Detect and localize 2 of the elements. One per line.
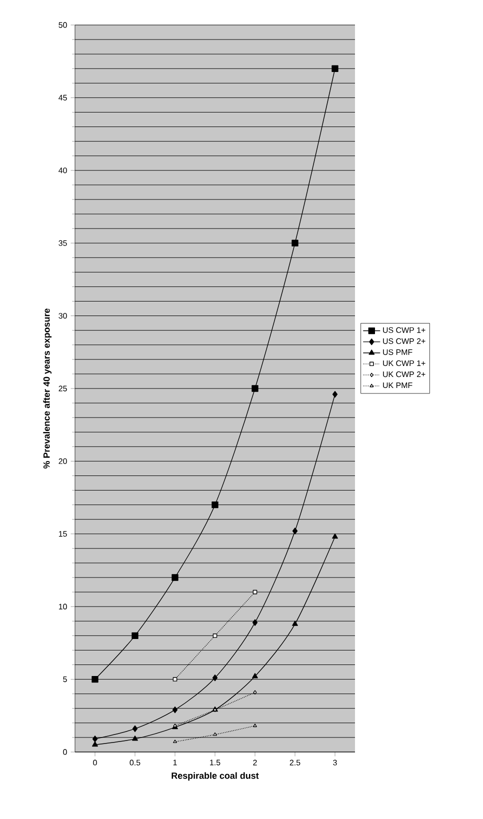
y-axis-title: % Prevalence after 40 years exposure (43, 308, 52, 469)
x-axis-title: Respirable coal dust (172, 772, 259, 781)
